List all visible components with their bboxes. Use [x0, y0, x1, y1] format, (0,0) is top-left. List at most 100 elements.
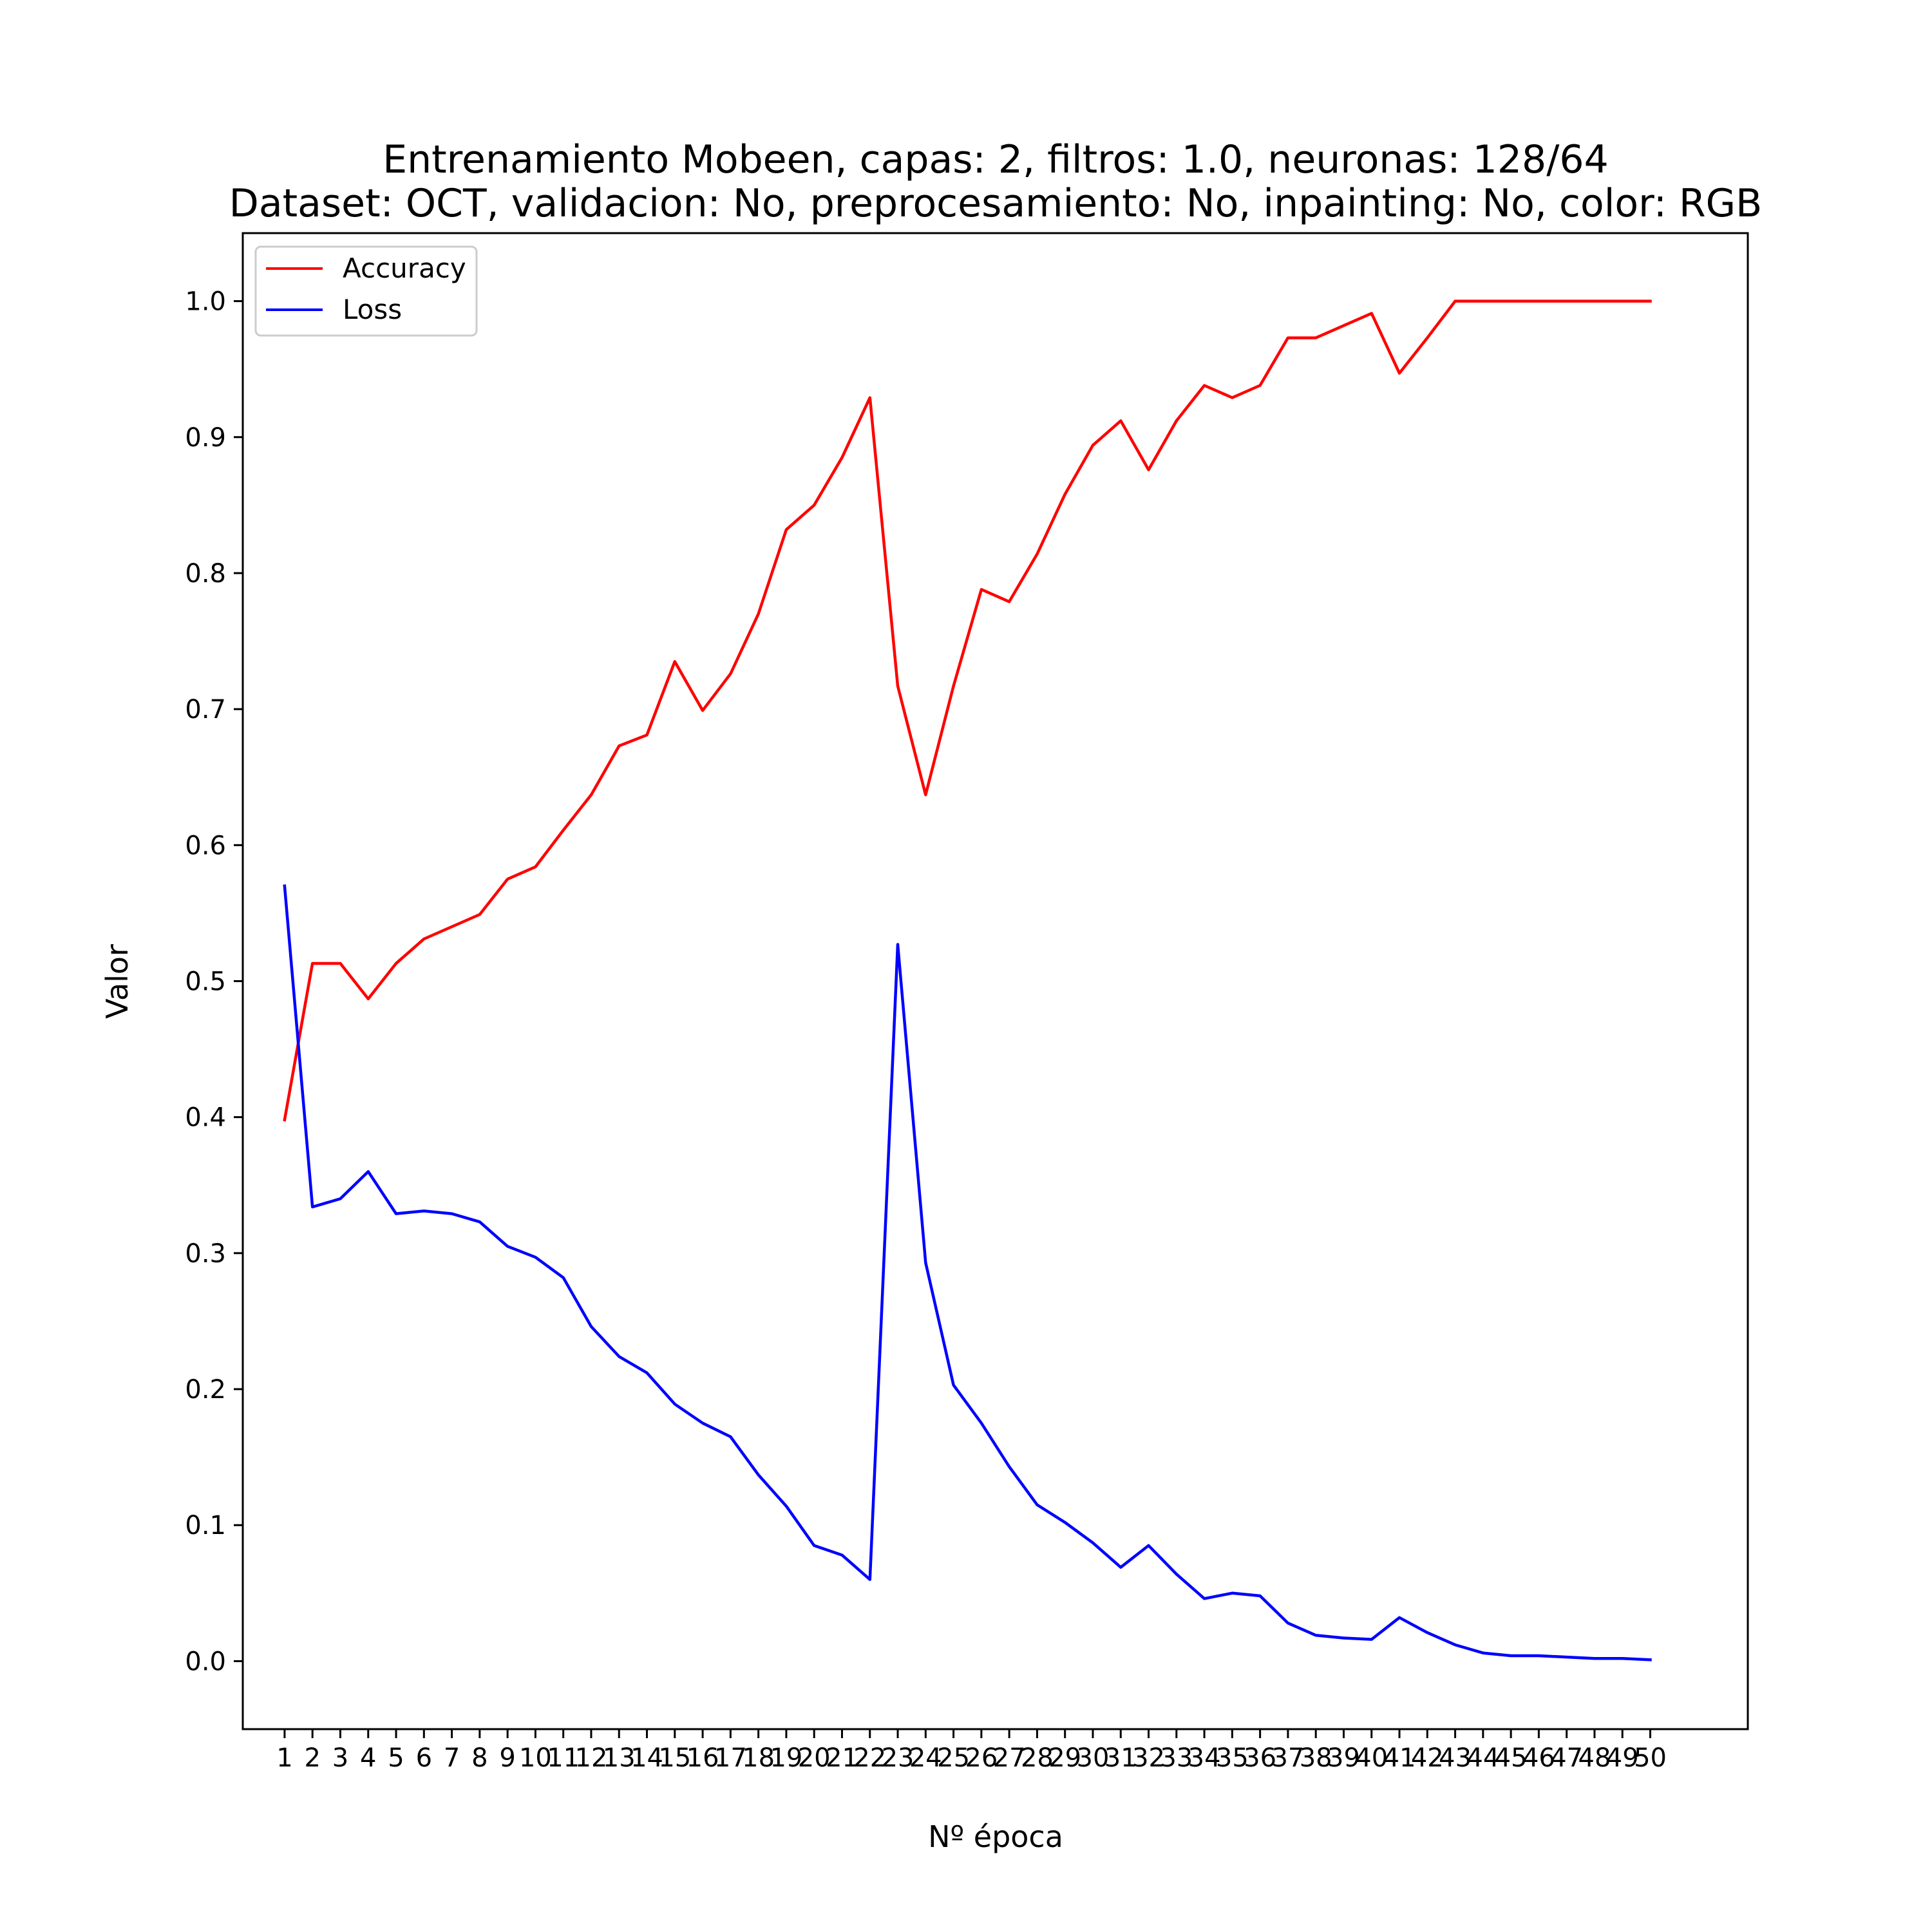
data-point-loss-31 — [1119, 1566, 1122, 1569]
x-tick-label: 7 — [444, 1743, 460, 1773]
x-tick-label: 22 — [853, 1743, 886, 1773]
data-point-accuracy-23 — [896, 685, 899, 687]
data-point-accuracy-48 — [1593, 300, 1596, 303]
data-point-accuracy-47 — [1566, 300, 1568, 303]
series-layer — [283, 299, 1652, 1662]
data-point-loss-9 — [506, 1245, 509, 1247]
data-point-loss-40 — [1370, 1638, 1373, 1641]
data-point-accuracy-7 — [451, 925, 453, 928]
x-tick-label: 16 — [687, 1743, 719, 1773]
x-tick-label: 50 — [1634, 1743, 1667, 1773]
data-point-accuracy-14 — [646, 734, 649, 736]
data-point-loss-10 — [534, 1256, 536, 1258]
x-tick-label: 17 — [714, 1743, 747, 1773]
chart-title: Entrenamiento Mobeen, capas: 2, filtros:… — [383, 137, 1609, 182]
x-tick-label: 48 — [1578, 1743, 1611, 1773]
x-tick-label: 49 — [1606, 1743, 1639, 1773]
data-point-loss-43 — [1454, 1643, 1457, 1646]
y-tick-label: 0.5 — [185, 967, 226, 997]
data-point-loss-13 — [618, 1355, 620, 1358]
x-tick-label: 31 — [1104, 1743, 1137, 1773]
x-tick-label: 5 — [388, 1743, 404, 1773]
x-tick-label: 34 — [1188, 1743, 1221, 1773]
data-point-accuracy-1 — [283, 1119, 286, 1121]
y-tick-label: 0.7 — [185, 695, 226, 724]
data-point-loss-24 — [924, 1262, 927, 1264]
data-point-loss-28 — [1036, 1504, 1038, 1506]
data-point-accuracy-25 — [952, 685, 955, 687]
x-tick-label: 11 — [547, 1743, 580, 1773]
data-point-accuracy-43 — [1454, 300, 1457, 303]
data-point-accuracy-30 — [1092, 444, 1094, 446]
data-point-accuracy-31 — [1119, 419, 1122, 422]
data-point-loss-49 — [1621, 1657, 1624, 1660]
data-point-loss-44 — [1482, 1652, 1484, 1654]
data-point-accuracy-37 — [1287, 337, 1289, 339]
x-tick-label: 18 — [742, 1743, 775, 1773]
x-tick-label: 25 — [937, 1743, 970, 1773]
data-point-loss-38 — [1314, 1634, 1317, 1636]
data-point-loss-36 — [1259, 1595, 1262, 1597]
data-point-accuracy-21 — [841, 457, 844, 459]
data-point-accuracy-35 — [1231, 397, 1233, 399]
data-point-accuracy-9 — [506, 878, 509, 880]
x-tick-label: 28 — [1021, 1743, 1054, 1773]
y-axis: 0.0 0.1 0.2 0.3 0.4 0.5 0.6 0.7 0.8 0.9 1.0 — [185, 287, 243, 1676]
data-point-loss-50 — [1649, 1658, 1652, 1661]
data-point-accuracy-39 — [1343, 325, 1345, 327]
y-tick-label: 1.0 — [185, 287, 226, 317]
x-tick-label: 36 — [1244, 1743, 1276, 1773]
legend-label-accuracy: Accuracy — [343, 252, 466, 284]
y-tick-label: 0.9 — [185, 423, 226, 453]
data-point-loss-18 — [757, 1473, 760, 1476]
x-tick-label: 13 — [603, 1743, 636, 1773]
x-tick-label: 35 — [1216, 1743, 1249, 1773]
x-tick-label: 41 — [1383, 1743, 1416, 1773]
data-point-loss-45 — [1510, 1654, 1512, 1657]
x-tick-label: 9 — [499, 1743, 515, 1773]
data-point-accuracy-41 — [1398, 372, 1401, 375]
data-point-accuracy-13 — [618, 744, 620, 747]
data-point-loss-46 — [1537, 1654, 1540, 1657]
chart-subtitle: Dataset: OCT, validacion: No, preprocesa… — [229, 181, 1763, 226]
x-tick-label: 24 — [909, 1743, 942, 1773]
data-point-accuracy-4 — [367, 998, 370, 1000]
data-point-accuracy-50 — [1649, 300, 1652, 303]
data-point-loss-17 — [729, 1435, 732, 1438]
data-point-loss-47 — [1566, 1656, 1568, 1658]
x-tick-label: 12 — [575, 1743, 608, 1773]
data-point-accuracy-49 — [1621, 300, 1624, 303]
data-point-loss-14 — [646, 1372, 649, 1374]
x-axis: 1 2 3 4 5 6 7 8 9 1011121314151617181920212223242… — [276, 1729, 1667, 1773]
x-tick-label: 2 — [304, 1743, 320, 1773]
x-tick-label: 43 — [1439, 1743, 1472, 1773]
data-point-loss-37 — [1287, 1622, 1289, 1624]
data-point-accuracy-3 — [339, 962, 342, 965]
x-tick-label: 39 — [1327, 1743, 1360, 1773]
data-point-loss-1 — [283, 885, 286, 887]
x-tick-label: 8 — [471, 1743, 488, 1773]
y-tick-label: 0.6 — [185, 831, 226, 860]
data-point-loss-15 — [674, 1403, 676, 1405]
data-point-accuracy-11 — [562, 829, 565, 831]
x-tick-label: 19 — [770, 1743, 802, 1773]
data-point-accuracy-45 — [1510, 300, 1512, 303]
x-tick-label: 20 — [798, 1743, 831, 1773]
legend-label-loss: Loss — [343, 294, 402, 325]
data-point-accuracy-33 — [1175, 419, 1178, 422]
data-point-loss-29 — [1064, 1521, 1066, 1524]
data-point-accuracy-46 — [1537, 300, 1540, 303]
x-tick-label: 10 — [519, 1743, 552, 1773]
x-tick-label: 14 — [630, 1743, 663, 1773]
data-point-loss-4 — [367, 1170, 370, 1173]
data-point-loss-6 — [422, 1209, 425, 1212]
data-point-accuracy-28 — [1036, 553, 1038, 555]
x-tick-label: 1 — [276, 1743, 292, 1773]
x-tick-label: 46 — [1522, 1743, 1555, 1773]
x-tick-label: 33 — [1160, 1743, 1193, 1773]
x-tick-label: 47 — [1550, 1743, 1583, 1773]
data-point-accuracy-20 — [813, 504, 815, 506]
x-tick-label: 29 — [1048, 1743, 1081, 1773]
data-point-loss-35 — [1231, 1592, 1233, 1595]
data-point-loss-27 — [1008, 1465, 1010, 1468]
